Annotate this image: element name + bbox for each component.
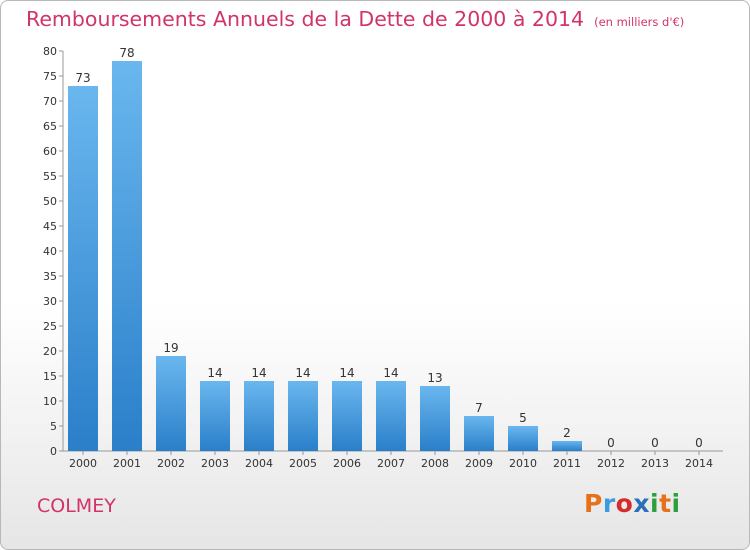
bar <box>508 426 538 451</box>
data-label: 13 <box>427 371 442 385</box>
y-tick-label: 35 <box>43 270 57 283</box>
data-label: 14 <box>339 366 354 380</box>
chart-title: Remboursements Annuels de la Dette de 20… <box>26 7 685 31</box>
y-tick-label: 65 <box>43 120 57 133</box>
logo-letter: P <box>584 489 603 518</box>
y-tick-label: 75 <box>43 70 57 83</box>
bar <box>156 356 186 451</box>
bar <box>376 381 406 451</box>
data-label: 7 <box>475 401 483 415</box>
x-tick-label: 2004 <box>245 457 273 470</box>
y-tick-label: 40 <box>43 245 57 258</box>
y-tick-label: 70 <box>43 95 57 108</box>
data-label: 19 <box>163 341 178 355</box>
bar <box>464 416 494 451</box>
logo-letter: x <box>633 489 650 518</box>
proxiti-logo: Proxiti <box>584 489 681 518</box>
x-tick-label: 2003 <box>201 457 229 470</box>
x-tick-label: 2007 <box>377 457 405 470</box>
x-tick-label: 2006 <box>333 457 361 470</box>
data-label: 14 <box>207 366 222 380</box>
y-tick-label: 55 <box>43 170 57 183</box>
bar <box>288 381 318 451</box>
bar <box>420 386 450 451</box>
commune-name: COLMEY <box>37 495 116 517</box>
y-tick-label: 80 <box>43 45 57 58</box>
y-tick-label: 60 <box>43 145 57 158</box>
y-tick-label: 5 <box>50 420 57 433</box>
y-tick-label: 10 <box>43 395 57 408</box>
x-tick-label: 2001 <box>113 457 141 470</box>
logo-letter: r <box>602 489 616 518</box>
logo-letter: o <box>615 489 634 518</box>
y-tick-label: 25 <box>43 320 57 333</box>
x-tick-label: 2005 <box>289 457 317 470</box>
x-tick-label: 2009 <box>465 457 493 470</box>
logo-letter: i <box>650 489 660 518</box>
data-label: 73 <box>75 71 90 85</box>
data-label: 14 <box>251 366 266 380</box>
y-tick-label: 20 <box>43 345 57 358</box>
y-tick-label: 0 <box>50 445 57 458</box>
data-label: 0 <box>607 436 615 450</box>
data-label: 14 <box>383 366 398 380</box>
bar <box>112 61 142 451</box>
bar <box>332 381 362 451</box>
bar <box>244 381 274 451</box>
bar <box>68 86 98 451</box>
x-tick-label: 2002 <box>157 457 185 470</box>
x-tick-label: 2014 <box>685 457 713 470</box>
data-label: 0 <box>695 436 703 450</box>
data-label: 0 <box>651 436 659 450</box>
bar <box>552 441 582 451</box>
x-tick-label: 2008 <box>421 457 449 470</box>
logo-letter: i <box>671 489 681 518</box>
data-label: 5 <box>519 411 527 425</box>
x-tick-label: 2011 <box>553 457 581 470</box>
bar <box>200 381 230 451</box>
x-tick-label: 2012 <box>597 457 625 470</box>
y-tick-label: 45 <box>43 220 57 233</box>
data-label: 2 <box>563 426 571 440</box>
data-label: 14 <box>295 366 310 380</box>
x-tick-label: 2010 <box>509 457 537 470</box>
unit-label: (en milliers d'€) <box>594 15 685 29</box>
x-tick-label: 2013 <box>641 457 669 470</box>
data-label: 78 <box>119 46 134 60</box>
logo-letter: t <box>659 489 672 518</box>
x-tick-label: 2000 <box>69 457 97 470</box>
y-tick-label: 30 <box>43 295 57 308</box>
y-tick-label: 50 <box>43 195 57 208</box>
y-tick-label: 15 <box>43 370 57 383</box>
